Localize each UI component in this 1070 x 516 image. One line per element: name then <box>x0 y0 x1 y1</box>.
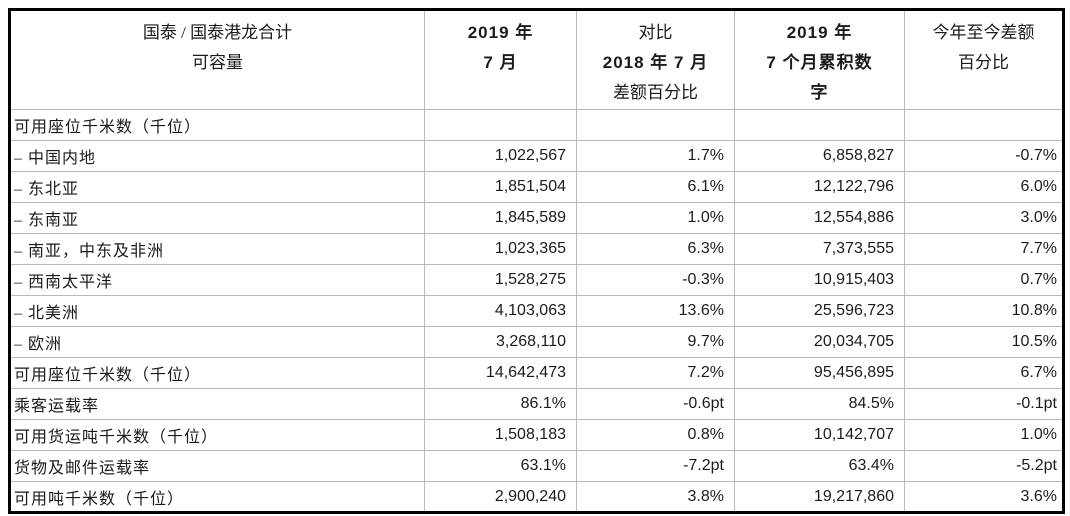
cell-month-value: 1,851,504 <box>424 171 577 203</box>
cell-ytd-value: 10.8% <box>904 295 1064 327</box>
header-ytd-line1: 今年至今差额 <box>932 23 1035 42</box>
header-current-month: 2019 年 7 月 <box>424 9 577 110</box>
header-cumulative-line2: 7 个月累积数 <box>766 53 873 72</box>
header-row: 国泰 / 国泰港龙合计 可容量 2019 年 7 月 对比 2018 年 7 月… <box>9 9 1064 110</box>
cell-cumulative-value: 25,596,723 <box>734 295 905 327</box>
cell-ytd-value <box>904 109 1064 141</box>
header-vs-prior-line2: 2018 年 7 月 <box>602 53 709 72</box>
cell-ytd-value: 3.6% <box>904 481 1064 513</box>
cell-cumulative-value: 10,915,403 <box>734 264 905 296</box>
header-cumulative: 2019 年 7 个月累积数 字 <box>734 9 905 110</box>
header-ytd-line2: 百分比 <box>958 53 1009 72</box>
cell-ytd-value: 6.7% <box>904 357 1064 389</box>
cell-month-value: 63.1% <box>424 450 577 482</box>
cell-vs-prior-value: -0.6pt <box>576 388 735 420</box>
header-entity-line1: 国泰 / 国泰港龙合计 <box>142 23 293 42</box>
cell-vs-prior-value: 6.1% <box>576 171 735 203</box>
row-label: 乘客运载率 <box>9 388 425 420</box>
row-label: – 东南亚 <box>9 202 425 234</box>
cell-ytd-value: 1.0% <box>904 419 1064 451</box>
table-row-southeast-asia: – 东南亚 1,845,589 1.0% 12,554,886 3.0% <box>9 202 1064 234</box>
row-label: – 南亚，中东及非洲 <box>9 233 425 265</box>
row-label: – 西南太平洋 <box>9 264 425 296</box>
cell-month-value: 1,508,183 <box>424 419 577 451</box>
row-label: 货物及邮件运载率 <box>9 450 425 482</box>
cell-cumulative-value: 6,858,827 <box>734 140 905 172</box>
cell-vs-prior-value <box>576 109 735 141</box>
table-row-northeast-asia: – 东北亚 1,851,504 6.1% 12,122,796 6.0% <box>9 171 1064 203</box>
row-label: – 东北亚 <box>9 171 425 203</box>
cell-vs-prior-value: 0.8% <box>576 419 735 451</box>
table-row-ask-section: 可用座位千米数（千位） <box>9 109 1064 141</box>
row-label: 可用吨千米数（千位） <box>9 481 425 513</box>
capacity-table: 国泰 / 国泰港龙合计 可容量 2019 年 7 月 对比 2018 年 7 月… <box>8 8 1065 514</box>
cell-cumulative-value: 84.5% <box>734 388 905 420</box>
table-row-ask-total: 可用座位千米数（千位） 14,642,473 7.2% 95,456,895 6… <box>9 357 1064 389</box>
cell-month-value <box>424 109 577 141</box>
cell-month-value: 1,528,275 <box>424 264 577 296</box>
cell-ytd-value: 0.7% <box>904 264 1064 296</box>
cell-vs-prior-value: 7.2% <box>576 357 735 389</box>
table-row-mainland-china: – 中国内地 1,022,567 1.7% 6,858,827 -0.7% <box>9 140 1064 172</box>
cell-ytd-value: 3.0% <box>904 202 1064 234</box>
cell-vs-prior-value: 1.7% <box>576 140 735 172</box>
cell-cumulative-value: 12,554,886 <box>734 202 905 234</box>
table-row-cargo-mail-load-factor: 货物及邮件运载率 63.1% -7.2pt 63.4% -5.2pt <box>9 450 1064 482</box>
header-vs-prior-month: 对比 2018 年 7 月 差额百分比 <box>576 9 735 110</box>
cell-vs-prior-value: 6.3% <box>576 233 735 265</box>
row-label: 可用座位千米数（千位） <box>9 109 425 141</box>
table-row-south-asia-mideast-africa: – 南亚，中东及非洲 1,023,365 6.3% 7,373,555 7.7% <box>9 233 1064 265</box>
header-entity-capacity: 国泰 / 国泰港龙合计 可容量 <box>9 9 425 110</box>
table-row-cargo-tonne-km: 可用货运吨千米数（千位） 1,508,183 0.8% 10,142,707 1… <box>9 419 1064 451</box>
cell-month-value: 1,022,567 <box>424 140 577 172</box>
cell-month-value: 1,023,365 <box>424 233 577 265</box>
cell-vs-prior-value: -0.3% <box>576 264 735 296</box>
header-current-month-line2: 7 月 <box>483 53 518 72</box>
cell-cumulative-value: 19,217,860 <box>734 481 905 513</box>
cell-cumulative-value: 10,142,707 <box>734 419 905 451</box>
cell-cumulative-value: 7,373,555 <box>734 233 905 265</box>
cell-vs-prior-value: 13.6% <box>576 295 735 327</box>
cell-month-value: 86.1% <box>424 388 577 420</box>
cell-vs-prior-value: 1.0% <box>576 202 735 234</box>
row-label: 可用货运吨千米数（千位） <box>9 419 425 451</box>
header-entity-line2: 可容量 <box>192 53 243 72</box>
cell-cumulative-value: 63.4% <box>734 450 905 482</box>
cell-cumulative-value: 20,034,705 <box>734 326 905 358</box>
row-label: 可用座位千米数（千位） <box>9 357 425 389</box>
header-vs-prior-line1: 对比 <box>638 23 673 42</box>
row-label: – 中国内地 <box>9 140 425 172</box>
table-row-available-tonne-km: 可用吨千米数（千位） 2,900,240 3.8% 19,217,860 3.6… <box>9 481 1064 513</box>
cell-cumulative-value: 95,456,895 <box>734 357 905 389</box>
header-vs-prior-line3: 差额百分比 <box>613 83 698 102</box>
cell-cumulative-value <box>734 109 905 141</box>
header-ytd-variance: 今年至今差额 百分比 <box>904 9 1064 110</box>
cell-ytd-value: -0.7% <box>904 140 1064 172</box>
cell-month-value: 1,845,589 <box>424 202 577 234</box>
cell-month-value: 2,900,240 <box>424 481 577 513</box>
header-cumulative-line3: 字 <box>810 83 829 102</box>
cell-vs-prior-value: -7.2pt <box>576 450 735 482</box>
cell-ytd-value: 6.0% <box>904 171 1064 203</box>
cell-ytd-value: -5.2pt <box>904 450 1064 482</box>
header-cumulative-line1: 2019 年 <box>786 23 853 42</box>
cell-vs-prior-value: 3.8% <box>576 481 735 513</box>
cell-ytd-value: 7.7% <box>904 233 1064 265</box>
cell-month-value: 14,642,473 <box>424 357 577 389</box>
cell-cumulative-value: 12,122,796 <box>734 171 905 203</box>
table-row-southwest-pacific: – 西南太平洋 1,528,275 -0.3% 10,915,403 0.7% <box>9 264 1064 296</box>
header-current-month-line1: 2019 年 <box>467 23 534 42</box>
row-label: – 北美洲 <box>9 295 425 327</box>
cell-month-value: 4,103,063 <box>424 295 577 327</box>
table-row-north-america: – 北美洲 4,103,063 13.6% 25,596,723 10.8% <box>9 295 1064 327</box>
cell-ytd-value: 10.5% <box>904 326 1064 358</box>
cell-month-value: 3,268,110 <box>424 326 577 358</box>
cell-vs-prior-value: 9.7% <box>576 326 735 358</box>
table-row-europe: – 欧洲 3,268,110 9.7% 20,034,705 10.5% <box>9 326 1064 358</box>
cell-ytd-value: -0.1pt <box>904 388 1064 420</box>
row-label: – 欧洲 <box>9 326 425 358</box>
table-row-passenger-load-factor: 乘客运载率 86.1% -0.6pt 84.5% -0.1pt <box>9 388 1064 420</box>
